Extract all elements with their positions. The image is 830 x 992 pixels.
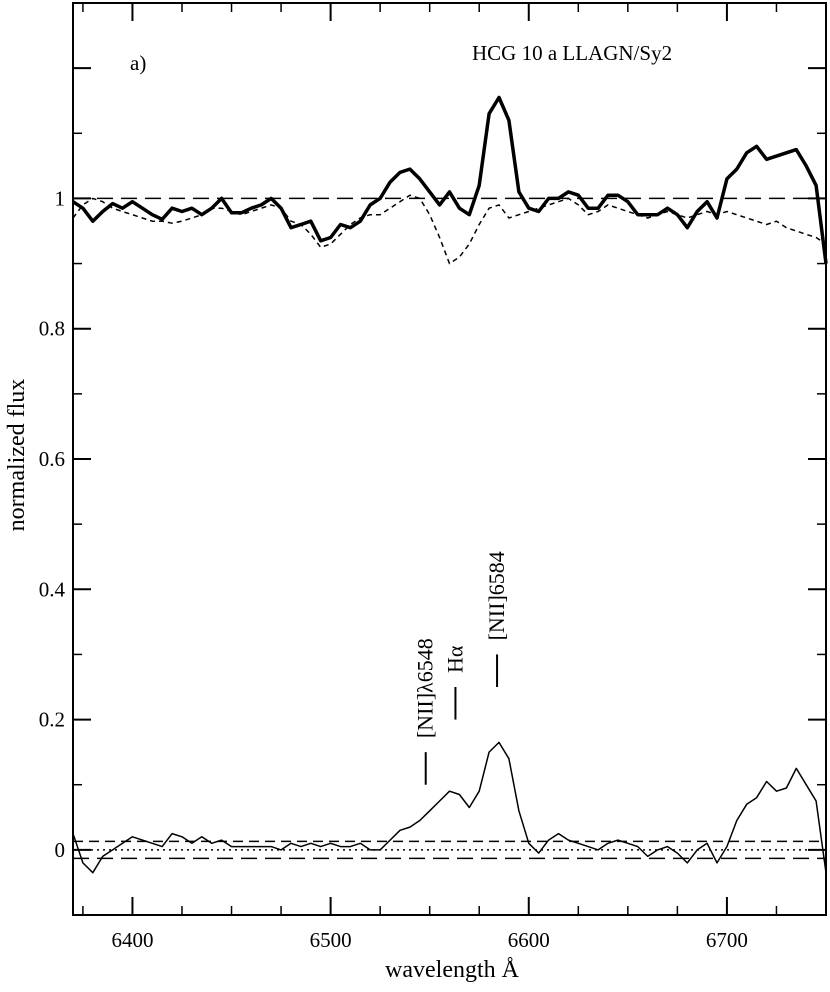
series-line-thin-solid — [72, 741, 827, 874]
series-line-short-dashed — [72, 194, 827, 265]
x-axis-title: wavelength Å — [385, 957, 520, 983]
x-tick-label: 6700 — [706, 928, 748, 952]
line-marker-label: Hα — [442, 645, 467, 673]
y-tick-label: 1 — [55, 186, 66, 210]
plot-frame — [72, 2, 827, 916]
y-tick-label: 0.6 — [39, 447, 65, 471]
line-marker-label: [NII]λ6548 — [413, 638, 438, 738]
chart-title: HCG 10 a LLAGN/Sy2 — [472, 41, 672, 65]
y-axis-title: normalized flux — [4, 379, 30, 532]
panel-label: a) — [130, 51, 146, 75]
y-tick-label: 0.4 — [39, 577, 66, 601]
x-tick-label: 6600 — [508, 928, 550, 952]
series-line-thick-solid — [72, 95, 828, 264]
y-tick-label: 0.2 — [39, 708, 65, 732]
line-marker-label: [NII]6584 — [484, 551, 509, 640]
series-lines — [72, 95, 828, 874]
x-tick-label: 6400 — [111, 928, 153, 952]
line-markers: [NII]λ6548 Hα [NII]6584 — [413, 551, 509, 785]
y-tick-label: 0 — [55, 838, 66, 862]
plot-area — [72, 2, 827, 916]
axis-ticks: 6400 6500 6600 6700 0 0.2 0.4 0.6 0.8 1 — [39, 2, 827, 952]
y-tick-label: 0.8 — [39, 317, 65, 341]
x-tick-label: 6500 — [310, 928, 352, 952]
